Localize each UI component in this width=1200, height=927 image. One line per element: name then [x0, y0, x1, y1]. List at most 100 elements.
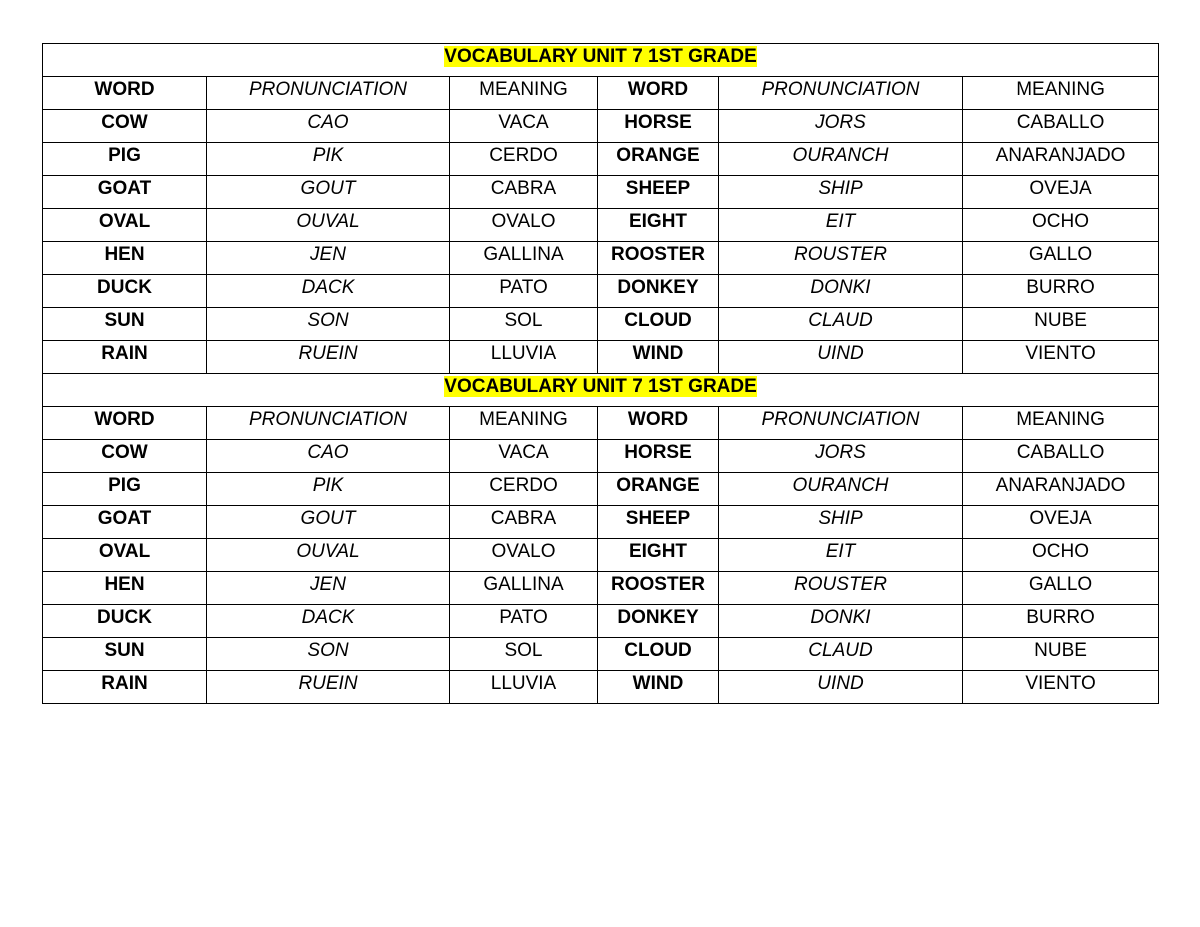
cell-word: PIG	[42, 472, 207, 506]
cell-word: ORANGE	[597, 142, 719, 176]
cell-word: DONKEY	[597, 274, 719, 308]
cell-word: CLOUD	[597, 307, 719, 341]
cell-word: HEN	[42, 571, 207, 605]
header-row: WORD PRONUNCIATION MEANING WORD PRONUNCIATIO…	[42, 76, 1160, 110]
table-row: SUN SON SOL CLOUD CLAUD NUBE	[42, 637, 1160, 671]
cell-pronunciation: EIT	[718, 208, 963, 242]
cell-meaning: GALLINA	[449, 571, 598, 605]
header-meaning: MEANING	[449, 406, 598, 440]
cell-word: SHEEP	[597, 175, 719, 209]
cell-pronunciation: SON	[206, 637, 450, 671]
cell-pronunciation: SHIP	[718, 505, 963, 539]
cell-meaning: GALLO	[961, 571, 1160, 605]
cell-pronunciation: CAO	[206, 109, 450, 143]
table-row: PIG PIK CERDO ORANGE OURANCH ANARANJADO	[42, 142, 1160, 176]
cell-pronunciation: DONKI	[718, 604, 963, 638]
cell-pronunciation: JORS	[718, 109, 963, 143]
cell-meaning: GALLO	[961, 241, 1160, 275]
table-row: GOAT GOUT CABRA SHEEP SHIP OVEJA	[42, 175, 1160, 209]
cell-pronunciation: UIND	[718, 340, 963, 374]
cell-word: WIND	[597, 340, 719, 374]
table-row: HEN JEN GALLINA ROOSTER ROUSTER GALLO	[42, 241, 1160, 275]
cell-meaning: CERDO	[449, 472, 598, 506]
cell-pronunciation: JEN	[206, 571, 450, 605]
table-row: HEN JEN GALLINA ROOSTER ROUSTER GALLO	[42, 571, 1160, 605]
cell-word: EIGHT	[597, 538, 719, 572]
cell-pronunciation: GOUT	[206, 505, 450, 539]
cell-pronunciation: PIK	[206, 142, 450, 176]
table-row: PIG PIK CERDO ORANGE OURANCH ANARANJADO	[42, 472, 1160, 506]
cell-word: DUCK	[42, 274, 207, 308]
cell-word: ROOSTER	[597, 571, 719, 605]
cell-meaning: OCHO	[961, 538, 1160, 572]
cell-meaning: ANARANJADO	[961, 142, 1160, 176]
header-pronunciation: PRONUNCIATION	[718, 76, 963, 110]
cell-word: GOAT	[42, 175, 207, 209]
cell-pronunciation: CLAUD	[718, 637, 963, 671]
cell-pronunciation: SON	[206, 307, 450, 341]
cell-meaning: GALLINA	[449, 241, 598, 275]
cell-pronunciation: UIND	[718, 670, 963, 704]
cell-word: CLOUD	[597, 637, 719, 671]
cell-pronunciation: GOUT	[206, 175, 450, 209]
vocabulary-table: VOCABULARY UNIT 7 1ST GRADE WORD PRONUNCIA…	[41, 43, 1160, 704]
cell-meaning: BURRO	[961, 274, 1160, 308]
cell-word: HEN	[42, 241, 207, 275]
cell-pronunciation: OURANCH	[718, 142, 963, 176]
cell-meaning: OVALO	[449, 208, 598, 242]
cell-pronunciation: RUEIN	[206, 670, 450, 704]
cell-pronunciation: DACK	[206, 604, 450, 638]
cell-meaning: VACA	[449, 109, 598, 143]
cell-meaning: PATO	[449, 274, 598, 308]
cell-word: SUN	[42, 637, 207, 671]
table-row: RAIN RUEIN LLUVIA WIND UIND VIENTO	[42, 670, 1160, 704]
title-cell: VOCABULARY UNIT 7 1ST GRADE	[41, 373, 1160, 407]
section-title: VOCABULARY UNIT 7 1ST GRADE	[444, 46, 757, 67]
cell-word: HORSE	[597, 439, 719, 473]
cell-word: DUCK	[42, 604, 207, 638]
header-word: WORD	[42, 406, 207, 440]
cell-word: EIGHT	[597, 208, 719, 242]
cell-meaning: SOL	[449, 307, 598, 341]
cell-meaning: CABALLO	[961, 439, 1160, 473]
cell-pronunciation: EIT	[718, 538, 963, 572]
cell-pronunciation: SHIP	[718, 175, 963, 209]
cell-meaning: OVEJA	[961, 175, 1160, 209]
cell-meaning: VIENTO	[961, 670, 1160, 704]
cell-word: RAIN	[42, 670, 207, 704]
header-pronunciation: PRONUNCIATION	[206, 76, 450, 110]
table-row: DUCK DACK PATO DONKEY DONKI BURRO	[42, 604, 1160, 638]
header-pronunciation: PRONUNCIATION	[206, 406, 450, 440]
header-meaning: MEANING	[961, 76, 1160, 110]
header-word: WORD	[597, 76, 719, 110]
cell-pronunciation: DACK	[206, 274, 450, 308]
cell-meaning: PATO	[449, 604, 598, 638]
section-title: VOCABULARY UNIT 7 1ST GRADE	[444, 376, 757, 397]
cell-pronunciation: PIK	[206, 472, 450, 506]
cell-word: ROOSTER	[597, 241, 719, 275]
cell-word: HORSE	[597, 109, 719, 143]
cell-word: RAIN	[42, 340, 207, 374]
cell-pronunciation: JORS	[718, 439, 963, 473]
cell-meaning: LLUVIA	[449, 340, 598, 374]
cell-word: WIND	[597, 670, 719, 704]
cell-pronunciation: DONKI	[718, 274, 963, 308]
cell-word: SHEEP	[597, 505, 719, 539]
cell-pronunciation: CAO	[206, 439, 450, 473]
cell-word: DONKEY	[597, 604, 719, 638]
cell-meaning: SOL	[449, 637, 598, 671]
table-row: GOAT GOUT CABRA SHEEP SHIP OVEJA	[42, 505, 1160, 539]
header-pronunciation: PRONUNCIATION	[718, 406, 963, 440]
cell-meaning: NUBE	[961, 637, 1160, 671]
table-row: RAIN RUEIN LLUVIA WIND UIND VIENTO	[42, 340, 1160, 374]
cell-pronunciation: JEN	[206, 241, 450, 275]
cell-meaning: OVALO	[449, 538, 598, 572]
cell-word: GOAT	[42, 505, 207, 539]
cell-pronunciation: OUVAL	[206, 538, 450, 572]
table-row: COW CAO VACA HORSE JORS CABALLO	[42, 109, 1160, 143]
table-row: OVAL OUVAL OVALO EIGHT EIT OCHO	[42, 538, 1160, 572]
header-word: WORD	[42, 76, 207, 110]
cell-meaning: NUBE	[961, 307, 1160, 341]
title-row: VOCABULARY UNIT 7 1ST GRADE	[41, 373, 1160, 407]
cell-meaning: OCHO	[961, 208, 1160, 242]
